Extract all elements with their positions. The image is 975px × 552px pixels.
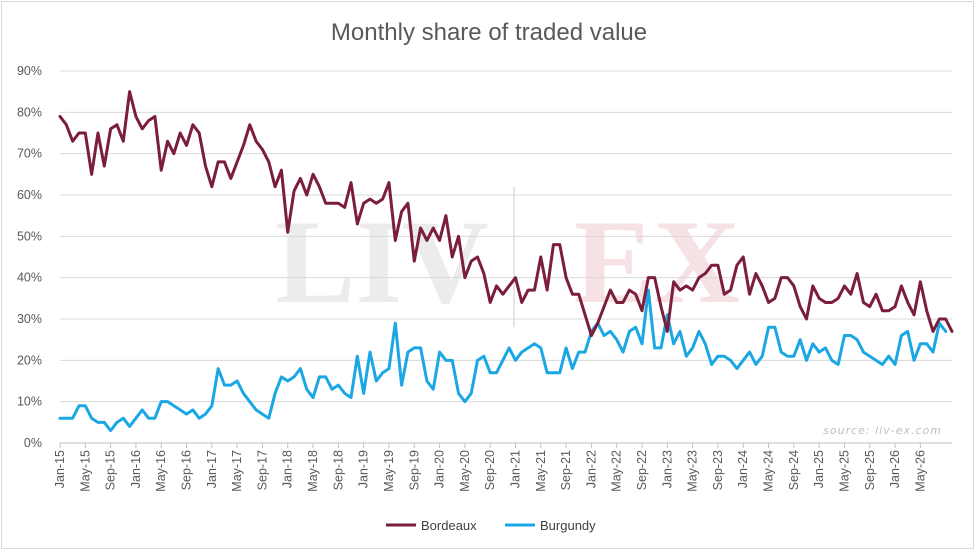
legend-label-burgundy: Burgundy — [540, 518, 596, 533]
y-tick-label: 90% — [17, 64, 42, 78]
x-tick-label: Sep-15 — [104, 450, 118, 490]
x-tick-label: Jan-25 — [812, 450, 826, 488]
watermark-left-text: LIV — [275, 195, 488, 328]
x-tick-label: Sep-23 — [711, 450, 725, 490]
x-tick-label: May-22 — [610, 450, 624, 492]
x-tick-label: Sep-19 — [407, 450, 421, 490]
x-tick-label: May-19 — [382, 450, 396, 492]
y-tick-label: 60% — [17, 188, 42, 202]
x-tick-label: Sep-24 — [787, 450, 801, 490]
x-tick-label: May-15 — [78, 450, 92, 492]
x-tick-label: May-21 — [534, 450, 548, 492]
y-tick-label: 30% — [17, 312, 42, 326]
x-tick-label: Jan-18 — [281, 450, 295, 488]
x-tick-label: Jan-24 — [736, 450, 750, 488]
x-tick-label: May-23 — [686, 450, 700, 492]
y-tick-label: 40% — [17, 271, 42, 285]
y-tick-label: 50% — [17, 229, 42, 243]
chart-title: Monthly share of traded value — [331, 19, 647, 46]
source-note: source: liv-ex.com — [823, 424, 942, 437]
grid-lines — [60, 70, 952, 444]
series-line-bordeaux — [58, 90, 954, 338]
x-tick-label: Sep-16 — [180, 450, 194, 490]
x-tick-label: Sep-21 — [559, 450, 573, 490]
x-tick-label: May-16 — [154, 450, 168, 492]
x-tick-label: May-18 — [306, 450, 320, 492]
x-tick-label: Jan-17 — [205, 450, 219, 488]
y-tick-label: 80% — [17, 105, 42, 119]
x-tick-label: May-25 — [837, 450, 851, 492]
watermark: LIV EX — [275, 187, 740, 328]
x-tick-label: Sep-17 — [255, 450, 269, 490]
series-lines — [58, 90, 954, 433]
x-tick-label: Sep-18 — [331, 450, 345, 490]
x-tick-label: Jan-19 — [357, 450, 371, 488]
x-tick-label: Sep-25 — [863, 450, 877, 490]
x-tick-label: May-24 — [762, 450, 776, 492]
x-tick-label: Jan-21 — [508, 450, 522, 488]
legend: Bordeaux Burgundy — [386, 518, 596, 533]
series-line-burgundy — [58, 288, 948, 433]
x-tick-label: Jan-26 — [888, 450, 902, 488]
x-tick-label: May-17 — [230, 450, 244, 492]
x-tick-label: May-26 — [913, 450, 927, 492]
y-tick-label: 10% — [17, 395, 42, 409]
x-tick-label: Jan-23 — [660, 450, 674, 488]
legend-label-bordeaux: Bordeaux — [421, 518, 477, 533]
y-axis-tick-labels: 0% 10% 20% 30% 40% 50% 60% 70% 80% 90% — [17, 64, 42, 450]
x-tick-label: Jan-22 — [584, 450, 598, 488]
x-tick-label: Sep-22 — [635, 450, 649, 490]
y-tick-label: 70% — [17, 147, 42, 161]
x-tick-label: Sep-20 — [483, 450, 497, 490]
x-tick-label: Jan-20 — [433, 450, 447, 488]
watermark-right-text: EX — [574, 195, 741, 328]
y-tick-label: 0% — [24, 436, 42, 450]
y-tick-label: 20% — [17, 353, 42, 367]
x-axis-tick-labels: Jan-15 May-15 Sep-15 Jan-16 May-16 Sep-16 Jan-… — [53, 443, 927, 492]
watermark-divider — [513, 187, 515, 327]
x-tick-label: Jan-16 — [129, 450, 143, 488]
x-tick-label: May-20 — [458, 450, 472, 492]
x-tick-label: Jan-15 — [53, 450, 67, 488]
